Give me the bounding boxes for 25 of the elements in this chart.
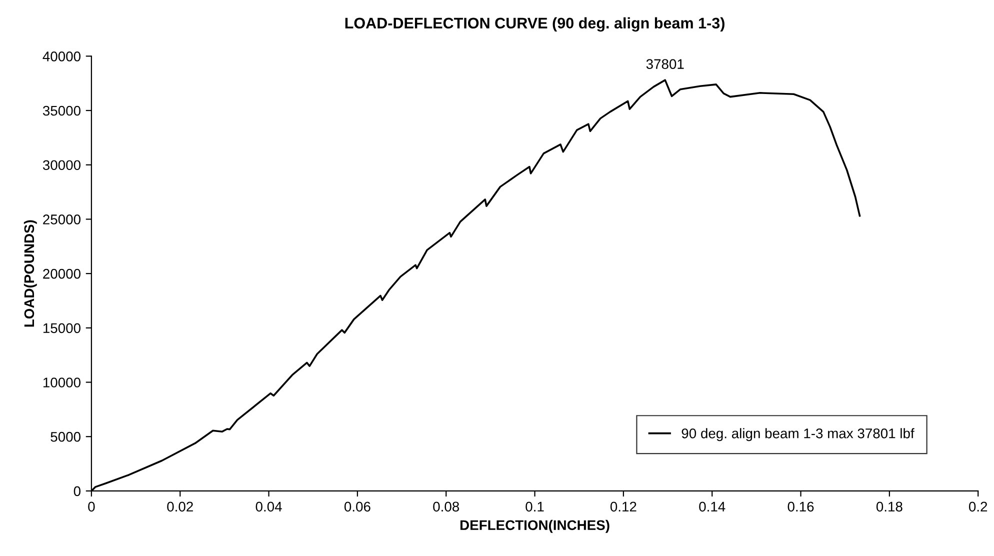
y-tick-label: 35000 — [42, 106, 80, 116]
y-tick-label: 0 — [74, 486, 80, 496]
y-tick-label: 5000 — [50, 432, 80, 442]
y-axis-title: LOAD(POUNDS) — [24, 220, 37, 327]
chart-title: LOAD-DEFLECTION CURVE (90 deg. align beam 1-3) — [345, 17, 724, 32]
annotation: 37801 — [646, 59, 684, 69]
x-tick-label: 0.12 — [610, 502, 636, 512]
x-tick-label: 0.02 — [167, 502, 193, 512]
x-tick-label: 0.1 — [526, 502, 544, 512]
y-tick-label: 20000 — [43, 268, 80, 279]
x-tick-label: 0.14 — [699, 502, 726, 512]
y-tick-label: 15000 — [43, 323, 80, 334]
legend-label: 90 deg. align beam 1-3 max 37801 lbf — [682, 428, 914, 442]
y-tick-label: 25000 — [43, 214, 80, 224]
x-tick-label: 0.08 — [433, 502, 460, 512]
x-tick-label: 0.2 — [968, 502, 988, 512]
y-tick-label: 10000 — [43, 378, 80, 388]
x-axis-title: DEFLECTION(INCHES) — [460, 520, 610, 533]
x-tick-label: 0.18 — [876, 502, 902, 512]
x-tick-label: 0 — [88, 502, 95, 512]
y-tick-label: 40000 — [42, 51, 80, 62]
x-tick-label: 0.04 — [256, 502, 282, 512]
y-tick-label: 30000 — [42, 160, 80, 170]
x-tick-label: 0.06 — [344, 502, 370, 512]
x-tick-label: 0.16 — [788, 502, 814, 512]
